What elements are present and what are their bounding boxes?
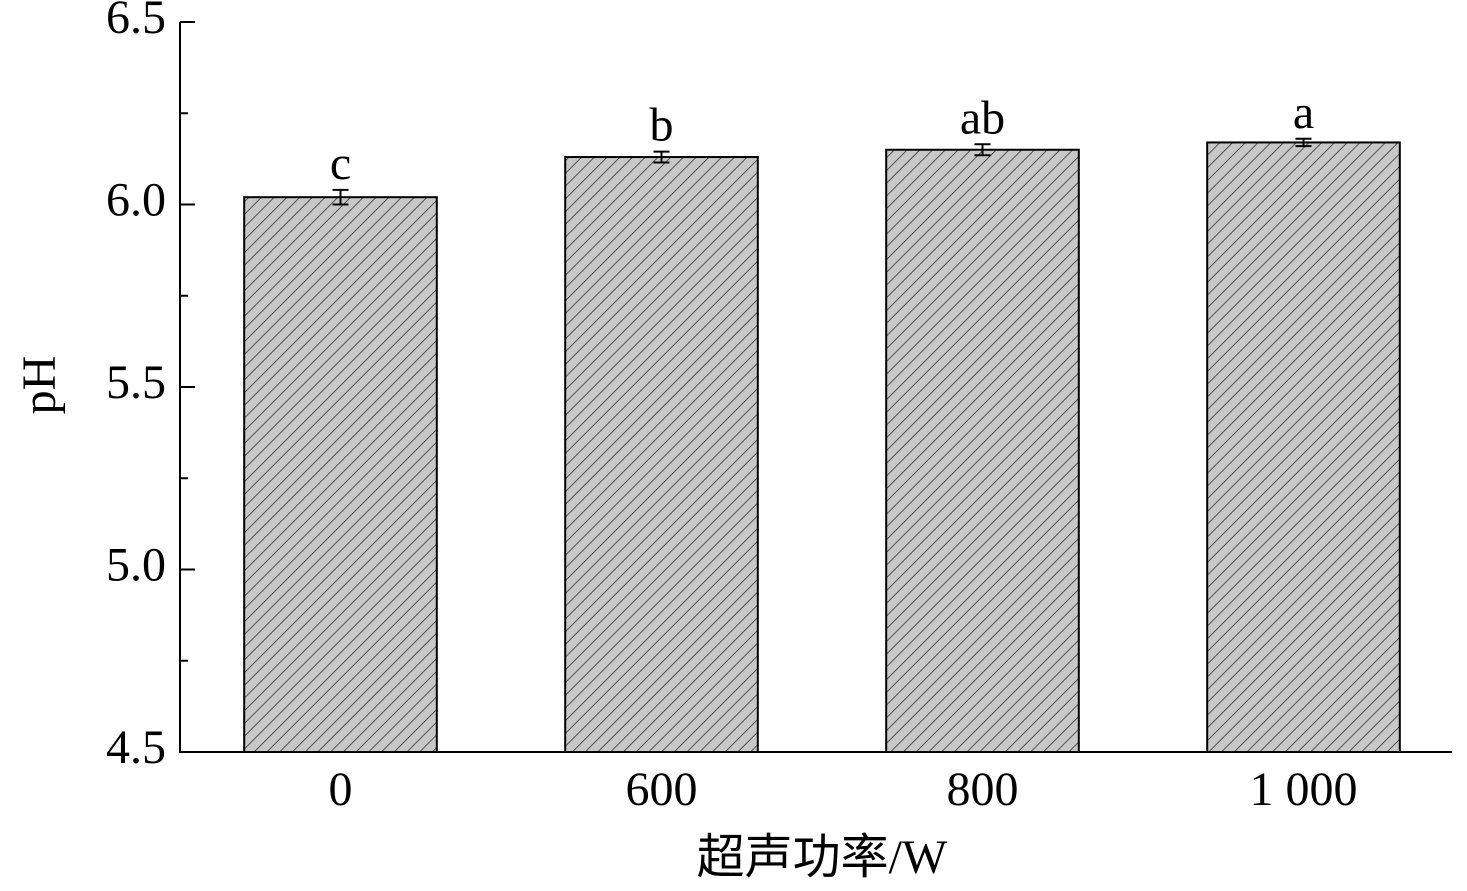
- error-bar: [653, 150, 670, 164]
- axis-line: [179, 22, 1452, 753]
- x-tick-label: 0: [329, 763, 353, 816]
- error-bar: [974, 143, 991, 157]
- error-bar: [1295, 137, 1312, 148]
- bar: [1206, 141, 1401, 753]
- y-tick-label: 5.0: [106, 539, 166, 592]
- y-tick-label: 6.0: [106, 174, 166, 227]
- x-axis-label: 超声功率/W: [697, 831, 948, 884]
- y-axis-label: pH: [13, 356, 66, 415]
- y-tick-label: 6.5: [106, 0, 166, 44]
- bar: [564, 156, 759, 754]
- significance-label: ab: [960, 91, 1005, 144]
- x-tick-label: 800: [947, 763, 1019, 816]
- error-bar: [332, 188, 349, 206]
- x-tick-label: 600: [626, 763, 698, 816]
- y-tick-label: 4.5: [106, 721, 166, 774]
- x-tick-label: 1 000: [1250, 763, 1358, 816]
- y-tick-label: 5.5: [106, 356, 166, 409]
- significance-label: b: [650, 99, 674, 152]
- bar: [243, 196, 438, 753]
- significance-label: c: [330, 137, 351, 190]
- bar: [885, 148, 1080, 753]
- significance-label: a: [1293, 86, 1314, 139]
